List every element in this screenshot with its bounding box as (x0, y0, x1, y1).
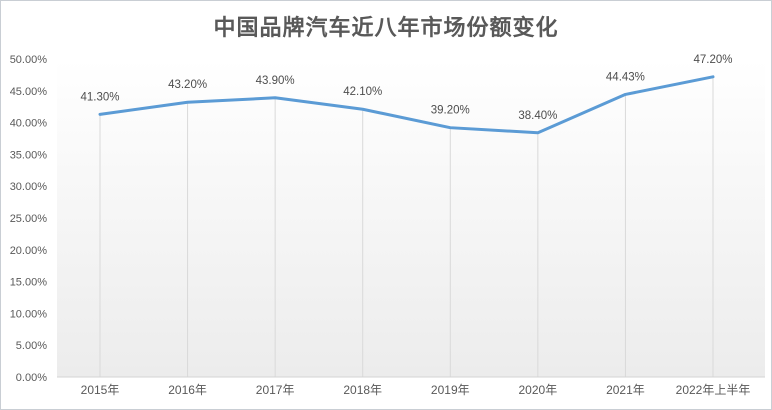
y-tick-label: 15.00% (10, 277, 48, 289)
data-label: 38.40% (518, 110, 557, 122)
x-tick-label: 2021年 (606, 383, 645, 397)
data-label: 41.30% (80, 91, 119, 103)
y-tick-label: 40.00% (10, 118, 48, 130)
y-tick-label: 50.00% (10, 54, 48, 66)
x-tick-label: 2018年 (343, 383, 382, 397)
y-tick-label: 25.00% (10, 213, 48, 225)
data-label: 39.20% (431, 105, 470, 117)
y-tick-label: 45.00% (10, 86, 48, 98)
y-tick-label: 35.00% (10, 149, 48, 161)
y-tick-label: 0.00% (16, 372, 47, 384)
data-label: 44.43% (606, 71, 645, 83)
plot-area-background (57, 59, 765, 377)
x-tick-label: 2017年 (256, 383, 295, 397)
y-tick-label: 10.00% (10, 308, 48, 320)
data-label: 43.90% (256, 75, 295, 87)
series-line (98, 75, 715, 135)
data-label: 43.20% (168, 79, 207, 91)
x-tick-label: 2022年上半年 (676, 383, 751, 397)
data-label: 42.10% (343, 86, 382, 98)
x-tick-label: 2020年 (519, 383, 558, 397)
y-tick-label: 20.00% (10, 245, 48, 257)
x-tick-label: 2016年 (168, 383, 207, 397)
chart-title: 中国品牌汽车近八年市场份额变化 (213, 15, 559, 40)
y-tick-label: 5.00% (16, 340, 47, 352)
data-label: 47.20% (693, 54, 732, 66)
x-tick-label: 2019年 (431, 383, 470, 397)
x-tick-label: 2015年 (81, 383, 120, 397)
y-tick-label: 30.00% (10, 181, 48, 193)
